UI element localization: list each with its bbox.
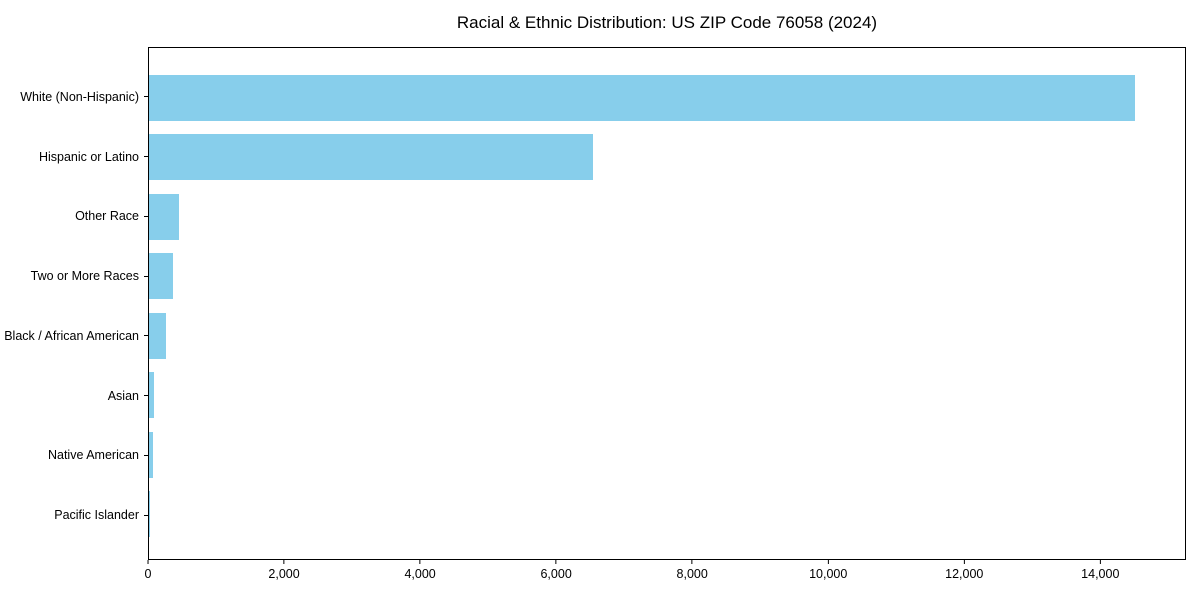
y-label-other-race: Other Race [75,209,139,224]
y-label-black-african-american: Black / African American [4,328,139,343]
x-tick-12000: 12,000 [945,560,983,581]
y-label-row-other-race: Other Race [0,187,148,247]
y-label-row-pacific-islander: Pacific Islander [0,485,148,545]
x-tick-2000: 2,000 [268,560,300,581]
y-label-two-or-more-races: Two or More Races [30,269,139,284]
x-tick-mark [1099,560,1101,564]
x-tick-8000: 8,000 [677,560,708,581]
x-tick-4000: 4,000 [404,560,436,581]
y-label-row-asian: Asian [0,366,148,426]
y-label-row-black-african-american: Black / African American [0,306,148,366]
x-tick-10000: 10,000 [809,560,847,581]
bar-pacific-islander [149,491,151,538]
chart-title: Racial & Ethnic Distribution: US ZIP Cod… [456,13,878,32]
x-tick-mark [283,560,285,564]
x-tick-mark [555,560,557,564]
x-tick-mark [691,560,693,564]
bar-white-non-hispanic [149,74,1136,121]
bar-other-race [149,193,180,240]
y-label-pacific-islander: Pacific Islander [54,508,139,523]
x-tick-label-14000: 14,000 [1081,567,1120,581]
bar-row-pacific-islander [149,485,1185,545]
x-tick-label-6000: 6,000 [540,567,572,581]
y-tick-mark [144,156,148,158]
y-tick-mark [144,215,148,217]
y-label-asian: Asian [107,388,139,403]
bar-row-black-african-american [149,306,1185,366]
x-axis: 0 2,000 4,000 6,000 8,000 10,000 12,000 14,000 [144,560,1186,590]
x-tick-label-4000: 4,000 [404,567,436,581]
bar-row-native-american [149,425,1185,485]
x-tick-mark [963,560,965,564]
y-tick-mark [144,335,148,337]
bar-hispanic-or-latino [149,134,593,181]
y-label-row-hispanic-or-latino: Hispanic or Latino [0,127,148,187]
y-tick-mark [144,96,148,98]
bar-row-asian [149,366,1185,426]
bar-two-or-more-races [149,253,174,300]
x-tick-label-2000: 2,000 [268,567,300,581]
plot-area [148,47,1186,560]
y-tick-mark [144,454,148,456]
y-tick-mark [144,514,148,516]
bar-row-two-or-more-races [149,247,1185,307]
bar-row-hispanic-or-latino [149,128,1185,188]
x-tick-label-10000: 10,000 [809,567,848,581]
y-label-white-non-hispanic: White (Non-Hispanic) [20,89,139,104]
x-tick-mark [147,560,149,564]
x-tick-label-12000: 12,000 [945,567,984,581]
x-tick-6000: 6,000 [540,560,572,581]
y-label-native-american: Native American [47,448,139,463]
x-tick-label-0: 0 [144,567,152,581]
x-tick-mark [419,560,421,564]
y-tick-mark [144,395,148,397]
bar-asian [149,372,155,419]
y-label-row-native-american: Native American [0,426,148,486]
bar-row-other-race [149,187,1185,247]
y-label-row-white-non-hispanic: White (Non-Hispanic) [0,67,148,127]
bar-black-african-american [149,312,166,359]
x-tick-0: 0 [144,560,152,581]
y-tick-mark [144,275,148,277]
y-label-row-two-or-more-races: Two or More Races [0,246,148,306]
x-tick-label-8000: 8,000 [676,567,708,581]
x-tick-14000: 14,000 [1081,560,1119,581]
x-tick-mark [827,560,829,564]
y-label-hispanic-or-latino: Hispanic or Latino [38,149,139,164]
bar-native-american [149,431,154,478]
y-axis-labels: White (Non-Hispanic) Hispanic or Latino Ot… [0,47,148,560]
bar-row-white-non-hispanic [149,68,1185,128]
